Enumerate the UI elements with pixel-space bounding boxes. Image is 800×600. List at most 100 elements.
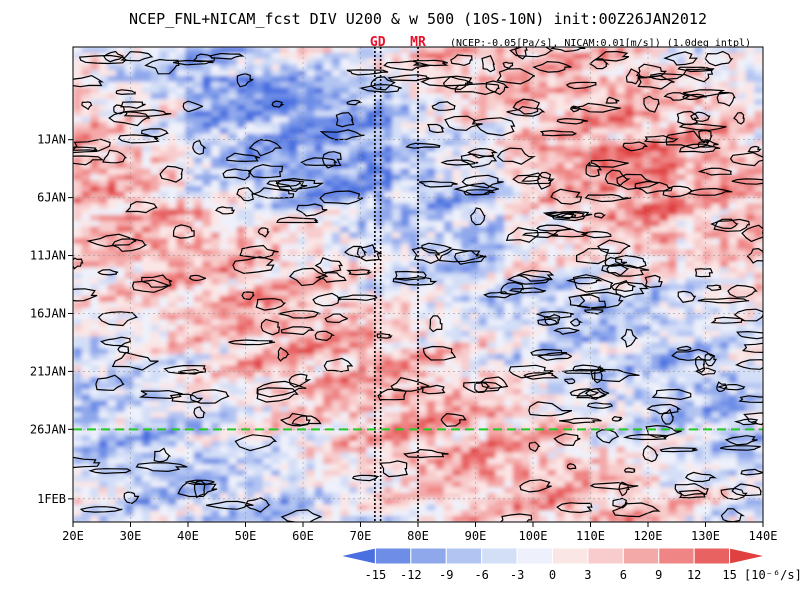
div-cell <box>228 365 238 372</box>
div-cell <box>366 330 376 338</box>
div-cell <box>469 296 479 303</box>
div-cell <box>193 267 203 274</box>
div-cell <box>202 319 212 326</box>
div-cell <box>340 336 350 343</box>
div-cell <box>461 174 471 181</box>
div-cell <box>297 272 307 280</box>
div-cell <box>340 174 350 181</box>
div-cell <box>349 261 359 268</box>
div-cell <box>133 180 143 187</box>
div-cell <box>418 336 428 343</box>
div-cell <box>409 371 419 378</box>
div-cell <box>418 203 428 210</box>
div-cell <box>202 290 212 297</box>
div-cell <box>340 93 350 100</box>
div-cell <box>357 290 367 297</box>
div-cell <box>159 104 169 112</box>
div-cell <box>366 400 376 407</box>
div-cell <box>314 99 324 106</box>
div-cell <box>737 261 747 268</box>
div-cell <box>366 244 376 251</box>
div-cell <box>280 307 290 315</box>
div-cell <box>150 180 160 187</box>
div-cell <box>676 272 686 280</box>
div-cell <box>124 116 134 123</box>
div-cell <box>150 226 160 233</box>
div-cell <box>668 70 678 77</box>
div-cell <box>400 296 410 303</box>
div-cell <box>719 307 730 315</box>
div-cell <box>236 191 247 199</box>
div-cell <box>323 116 333 123</box>
div-cell <box>305 365 316 372</box>
div-cell <box>211 93 221 100</box>
div-cell <box>280 133 290 141</box>
div-cell <box>323 47 333 54</box>
div-cell <box>236 267 247 274</box>
div-cell <box>107 168 117 175</box>
div-cell <box>521 377 531 384</box>
div-cell <box>487 232 497 239</box>
div-cell <box>676 70 686 77</box>
div-cell <box>98 151 109 158</box>
div-cell <box>340 348 350 355</box>
div-cell <box>719 272 730 280</box>
div-cell <box>461 168 471 175</box>
div-cell <box>314 93 324 100</box>
div-cell <box>469 244 479 251</box>
div-cell <box>228 168 238 175</box>
div-cell <box>564 191 574 199</box>
div-cell <box>236 400 247 407</box>
div-cell <box>754 81 763 89</box>
div-cell <box>737 348 747 355</box>
div-cell <box>185 116 195 123</box>
div-cell <box>607 220 617 228</box>
div-cell <box>142 191 152 199</box>
div-cell <box>167 174 178 181</box>
div-cell <box>668 81 678 89</box>
div-cell <box>676 313 686 320</box>
div-cell <box>581 64 592 71</box>
div-cell <box>556 168 566 175</box>
div-cell <box>581 365 592 372</box>
div-cell <box>495 377 505 384</box>
div-cell <box>288 348 298 355</box>
div-cell <box>280 139 290 147</box>
div-cell <box>556 278 566 286</box>
div-cell <box>616 220 626 228</box>
div-cell <box>495 394 505 401</box>
div-cell <box>556 87 566 94</box>
div-cell <box>357 197 367 204</box>
div-cell <box>193 203 203 210</box>
div-cell <box>607 104 617 112</box>
div-cell <box>564 145 574 152</box>
div-cell <box>409 226 419 233</box>
div-cell <box>426 244 436 251</box>
div-cell <box>556 330 566 338</box>
div-cell <box>366 359 376 367</box>
div-cell <box>633 336 643 343</box>
div-cell <box>530 377 540 384</box>
div-cell <box>745 162 755 170</box>
div-cell <box>219 186 229 193</box>
div-cell <box>392 371 402 378</box>
div-cell <box>262 301 272 309</box>
div-cell <box>305 400 316 407</box>
div-cell <box>236 168 247 175</box>
div-cell <box>211 400 221 407</box>
div-cell <box>262 133 272 141</box>
div-cell <box>590 255 600 262</box>
div-cell <box>538 249 548 257</box>
div-cell <box>668 383 678 390</box>
div-cell <box>314 313 324 320</box>
div-cell <box>650 238 661 245</box>
div-cell <box>702 359 712 367</box>
div-cell <box>607 307 617 315</box>
div-cell <box>694 220 704 228</box>
div-cell <box>607 145 617 152</box>
div-cell <box>219 232 229 239</box>
div-cell <box>521 76 531 83</box>
div-cell <box>288 93 298 100</box>
div-cell <box>685 180 695 187</box>
div-cell <box>392 110 402 118</box>
